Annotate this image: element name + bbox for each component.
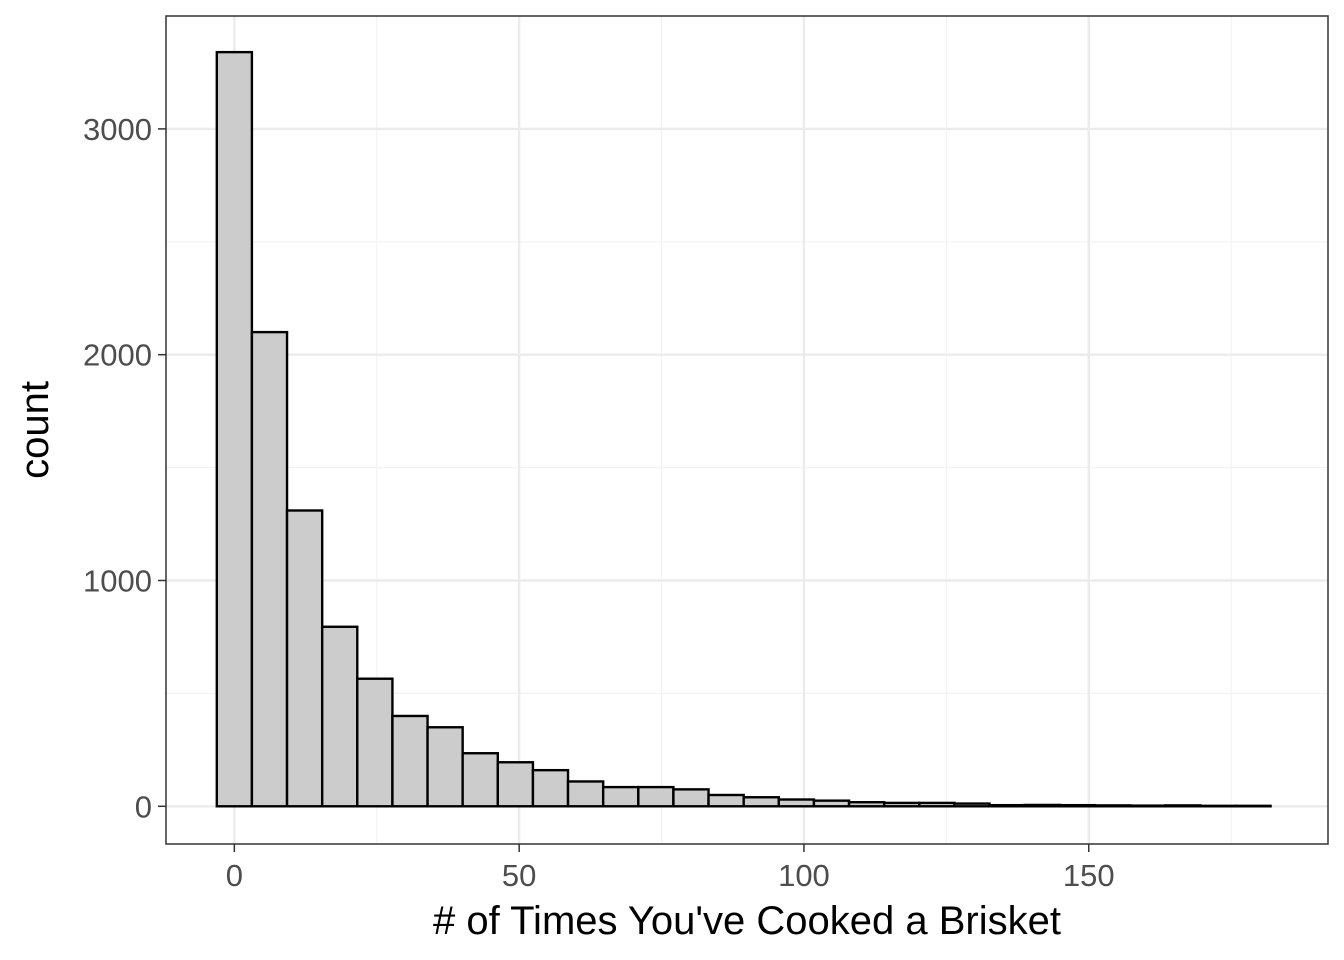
histogram-bar-9 <box>531 768 570 808</box>
y-tick-label: 2000 <box>83 338 152 373</box>
histogram-bar-16 <box>777 798 816 808</box>
histogram-bar-27 <box>1164 804 1202 808</box>
histogram-bar-14 <box>707 793 745 808</box>
y-axis-ticks: 0 1000 2000 3000 <box>83 112 166 824</box>
histogram-bar-15 <box>742 796 780 808</box>
histogram-bar-0 <box>215 50 254 808</box>
histogram-bar-11 <box>601 785 640 808</box>
histogram-bar-22 <box>988 803 1026 808</box>
x-tick-label: 150 <box>1063 858 1115 893</box>
histogram-bar-1 <box>250 330 289 808</box>
histogram-bar-17 <box>812 799 851 808</box>
y-axis-title: count <box>13 381 57 479</box>
histogram-bar-25 <box>1093 804 1132 808</box>
x-tick-label: 0 <box>226 858 243 893</box>
panel-border <box>165 15 1329 845</box>
histogram-bar-13 <box>672 788 710 808</box>
histogram-bar-19 <box>882 801 921 808</box>
histogram-bar-7 <box>461 752 499 808</box>
histogram-bar-23 <box>1023 803 1062 808</box>
histogram-bars <box>215 50 1272 808</box>
histogram-bar-10 <box>566 780 605 808</box>
histogram-bar-8 <box>496 761 535 808</box>
histogram-bar-26 <box>1128 804 1167 808</box>
y-tick-label: 0 <box>135 789 152 824</box>
histogram-bar-24 <box>1058 803 1097 808</box>
histogram-bar-18 <box>847 801 886 808</box>
y-tick-label: 3000 <box>83 112 152 147</box>
histogram-bar-20 <box>918 801 956 808</box>
histogram-bar-5 <box>391 714 429 808</box>
histogram-bar-3 <box>320 625 359 808</box>
histogram-bar-21 <box>953 802 991 808</box>
x-axis-title: # of Times You've Cooked a Brisket <box>433 899 1061 943</box>
histogram-bar-4 <box>356 677 394 808</box>
x-tick-label: 50 <box>502 858 536 893</box>
histogram-bar-2 <box>285 509 324 808</box>
histogram-bar-12 <box>637 785 675 808</box>
x-axis-ticks: 0 50 100 150 <box>226 844 1115 893</box>
x-tick-label: 100 <box>778 858 830 893</box>
y-tick-label: 1000 <box>83 563 152 598</box>
histogram-bar-6 <box>426 726 464 808</box>
